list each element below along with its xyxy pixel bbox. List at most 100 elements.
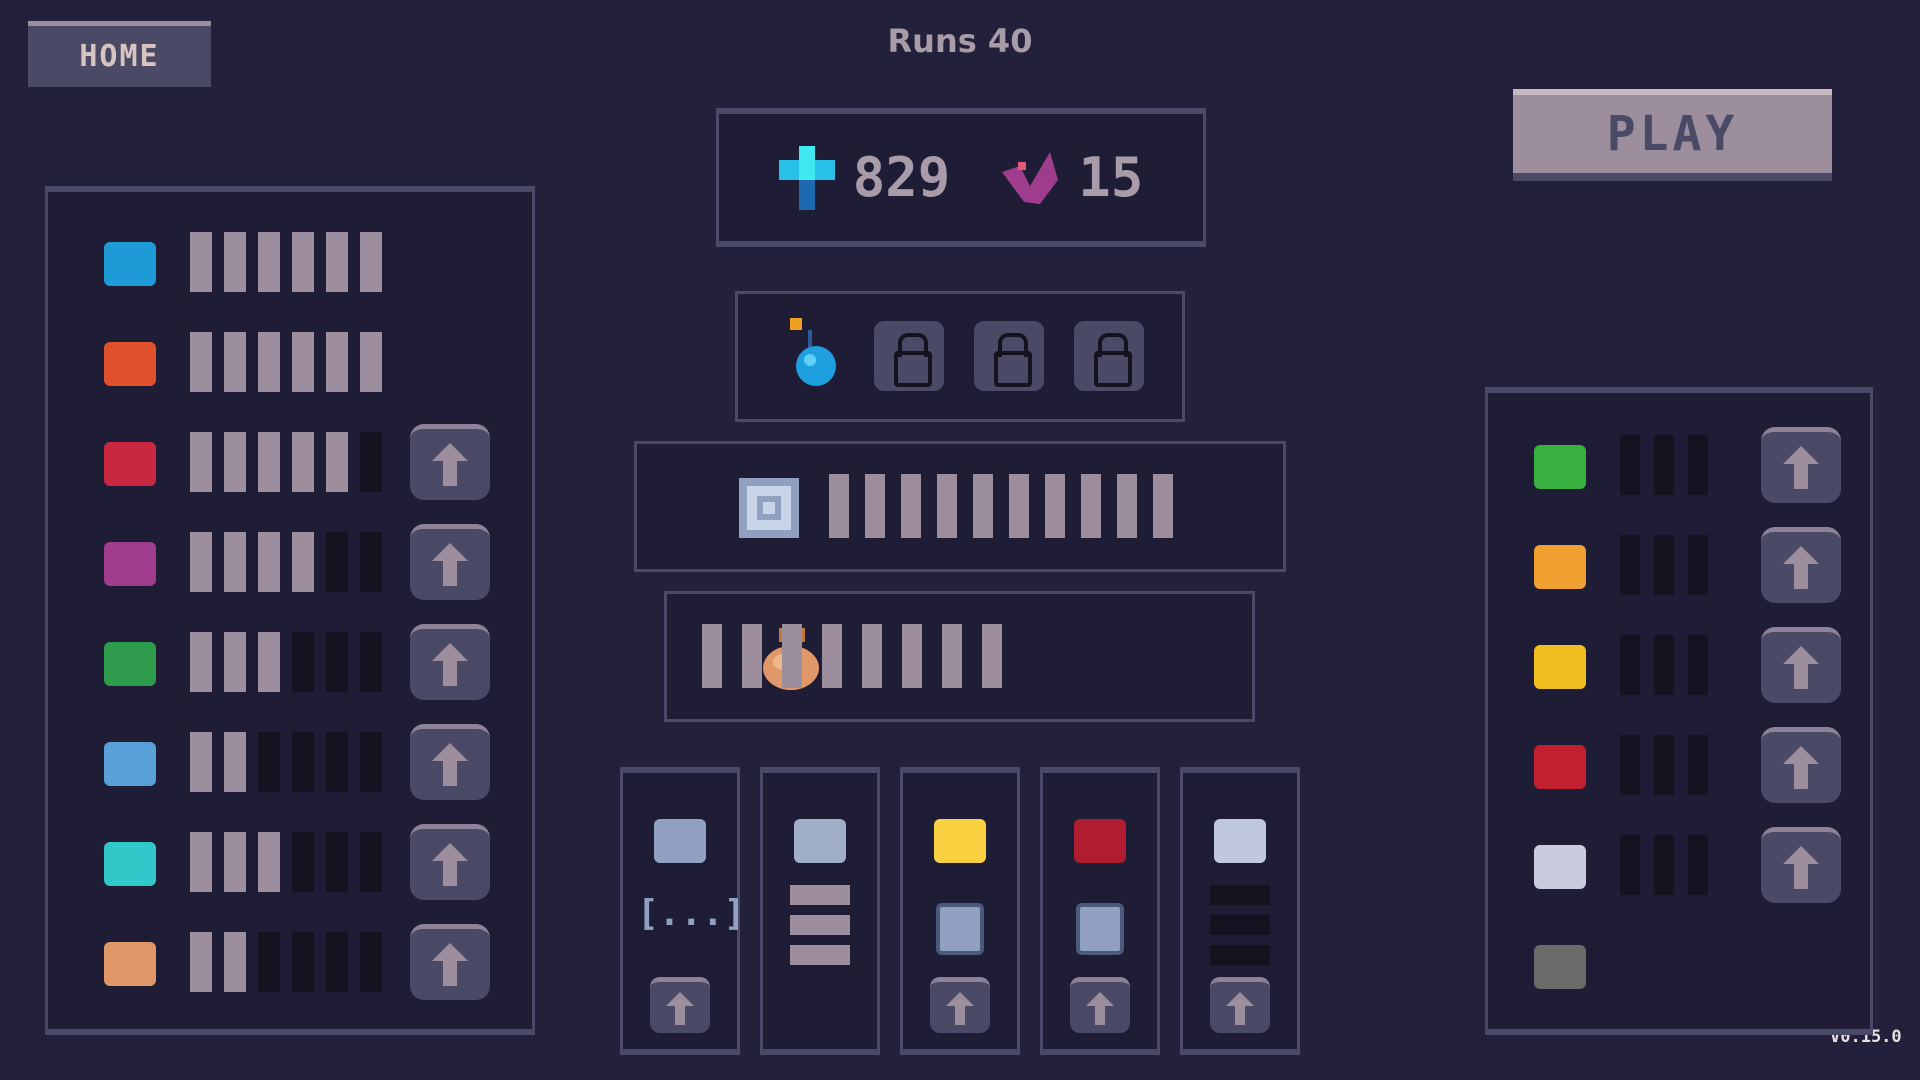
soul-counter: 15 — [1000, 146, 1143, 209]
level-bar-empty — [1654, 435, 1674, 495]
upgrade-button[interactable] — [930, 977, 990, 1033]
bottom-upgrade-column — [900, 767, 1020, 1055]
level-bar-filled — [360, 232, 382, 292]
locked-slot-lock-icon — [1074, 321, 1144, 391]
frost-cross-icon — [98, 736, 162, 792]
runs-counter: Runs 40 — [887, 22, 1033, 60]
magnet-icon — [98, 936, 162, 992]
red-potion-icon-shape — [104, 442, 156, 486]
level-bar-empty — [258, 932, 280, 992]
level-bar-filled — [782, 624, 802, 688]
level-bar-empty — [360, 732, 382, 792]
level-bar-empty — [360, 632, 382, 692]
upgrade-button[interactable] — [650, 977, 710, 1033]
hourglass-arrow-icon — [1208, 813, 1272, 869]
upgrade-button[interactable] — [410, 424, 490, 500]
level-bar-empty — [258, 732, 280, 792]
upgrade-button[interactable] — [1761, 627, 1841, 703]
level-bar-empty — [326, 632, 348, 692]
level-bar-empty — [1620, 535, 1640, 595]
upgrade-button[interactable] — [410, 824, 490, 900]
level-bar-filled — [190, 632, 212, 692]
lock-bottle-icon-shape — [794, 819, 846, 863]
level-bar-filled — [258, 632, 280, 692]
gold-coin-s-icon-shape — [1534, 645, 1586, 689]
level-bar-empty — [360, 532, 382, 592]
level-bar-filled — [865, 474, 885, 538]
level-bar-empty — [292, 932, 314, 992]
level-bar-filled — [190, 432, 212, 492]
bomb-icon — [790, 318, 836, 386]
upgrade-button[interactable] — [1761, 427, 1841, 503]
level-bar-filled — [258, 432, 280, 492]
level-bar-filled — [1081, 474, 1101, 538]
level-bar-filled — [326, 232, 348, 292]
upgrade-button[interactable] — [1761, 727, 1841, 803]
white-castle-icon — [1528, 839, 1592, 895]
grey-shield-icon — [1528, 939, 1592, 995]
level-bar-empty — [1210, 885, 1270, 905]
level-bar-filled — [258, 332, 280, 392]
level-bar-empty — [1210, 945, 1270, 965]
level-bar-filled — [901, 474, 921, 538]
demon-mask-icon — [1068, 813, 1132, 869]
grey-shield-icon-shape — [1534, 945, 1586, 989]
level-bar-filled — [1045, 474, 1065, 538]
cyan-mesh-icon — [98, 836, 162, 892]
level-bar-filled — [822, 624, 842, 688]
level-bar-filled — [1117, 474, 1137, 538]
level-bar-empty — [326, 732, 348, 792]
level-bar-empty — [360, 932, 382, 992]
locked-slot-lock-icon — [874, 321, 944, 391]
shield-track-panel — [634, 441, 1286, 572]
upgrade-button[interactable] — [1210, 977, 1270, 1033]
upgrade-button[interactable] — [410, 624, 490, 700]
green-chest-icon-shape — [104, 642, 156, 686]
level-bar-empty — [360, 432, 382, 492]
level-bar-empty — [1688, 535, 1708, 595]
play-button[interactable]: PLAY — [1513, 89, 1832, 181]
level-bar-filled — [1009, 474, 1029, 538]
upgrade-button[interactable] — [410, 724, 490, 800]
currency-panel: 829 15 — [716, 108, 1206, 247]
locked-slot-lock-icon — [974, 321, 1044, 391]
level-bar-empty — [1688, 635, 1708, 695]
level-bar-filled — [258, 532, 280, 592]
level-bar-filled — [326, 332, 348, 392]
level-bar-filled — [790, 915, 850, 935]
frost-cross-icon-shape — [104, 742, 156, 786]
level-bar-filled — [224, 532, 246, 592]
bomb-slots-panel — [735, 291, 1185, 422]
level-bar-empty — [1620, 635, 1640, 695]
green-block-icon-shape — [1534, 445, 1586, 489]
red-potion-icon — [98, 436, 162, 492]
level-bar-empty — [1688, 735, 1708, 795]
gem-counter: 829 — [778, 145, 950, 210]
orange-hand-icon — [1528, 539, 1592, 595]
level-bar-filled — [190, 732, 212, 792]
lock-bottle-icon — [788, 813, 852, 869]
magnet-icon-shape — [104, 942, 156, 986]
level-bar-empty — [292, 732, 314, 792]
home-button[interactable]: HOME — [28, 21, 211, 87]
level-bar-filled — [224, 432, 246, 492]
upgrade-button[interactable] — [410, 924, 490, 1000]
level-bar-empty — [326, 832, 348, 892]
level-bar-filled — [224, 832, 246, 892]
upgrade-button[interactable] — [1070, 977, 1130, 1033]
upgrade-button[interactable] — [1761, 827, 1841, 903]
level-bar-filled — [973, 474, 993, 538]
upgrade-button[interactable] — [410, 524, 490, 600]
bottom-upgrade-column — [1040, 767, 1160, 1055]
level-bar-filled — [224, 632, 246, 692]
level-bar-filled — [292, 432, 314, 492]
upgrade-button[interactable] — [1761, 527, 1841, 603]
bottom-upgrade-column — [760, 767, 880, 1055]
level-bar-empty — [1688, 435, 1708, 495]
level-bar-filled — [190, 332, 212, 392]
sun-fire-icon — [928, 813, 992, 869]
level-bar-filled — [190, 232, 212, 292]
level-bar-filled — [326, 432, 348, 492]
level-bar-empty — [1654, 735, 1674, 795]
shield-square-icon — [739, 478, 799, 538]
